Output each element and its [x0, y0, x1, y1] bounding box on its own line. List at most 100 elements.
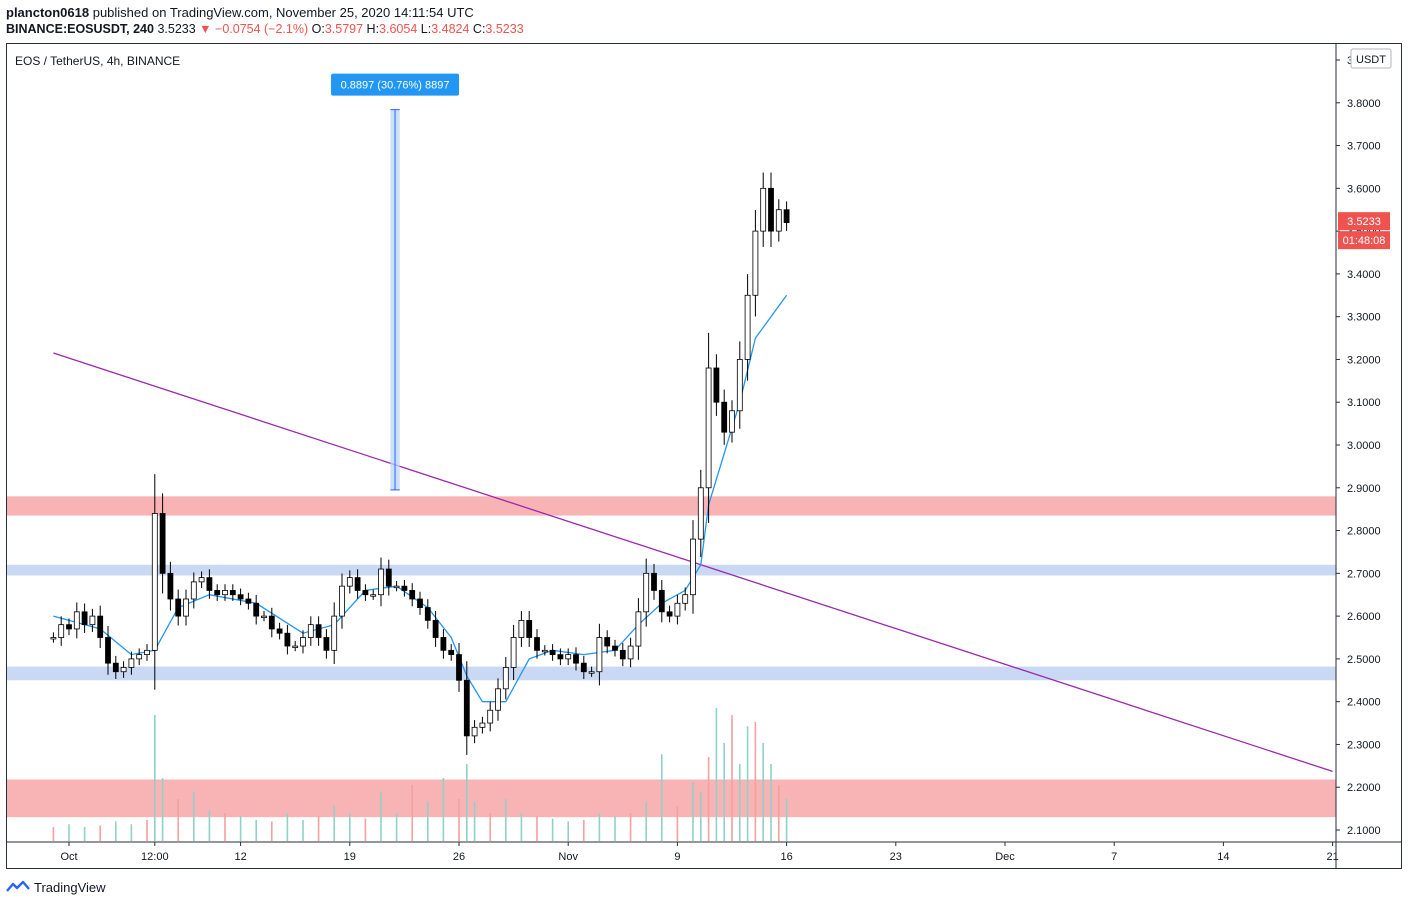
- volume-bar: [255, 820, 257, 841]
- candle-body: [736, 359, 743, 412]
- volume-bar: [239, 815, 242, 841]
- y-tick-label: 3.1000: [1347, 397, 1381, 409]
- high-value: 3.6054: [379, 22, 418, 36]
- candle-body: [378, 568, 384, 596]
- candle-body: [432, 619, 439, 638]
- zone-1: [7, 564, 1336, 576]
- open-label: O:: [311, 22, 325, 36]
- y-tick-label: 3.7000: [1347, 141, 1381, 153]
- candle-body: [229, 590, 236, 596]
- candle-body: [775, 209, 782, 232]
- candle-body: [651, 572, 657, 591]
- candle-body: [760, 187, 767, 232]
- candle-body: [167, 572, 174, 600]
- candle-body: [159, 513, 166, 574]
- volume-bar: [193, 792, 195, 841]
- last-price-tag: [1338, 212, 1390, 231]
- volume-bar: [536, 815, 538, 841]
- candle-body: [136, 654, 143, 660]
- candle-body: [354, 577, 361, 591]
- candle-body: [175, 598, 182, 617]
- candle-body: [526, 619, 533, 638]
- y-tick-label: 2.5000: [1347, 654, 1381, 666]
- candle-body: [557, 654, 564, 660]
- candle-body: [50, 637, 57, 640]
- chart-frame[interactable]: 0.8897 (30.76%) 8897 3.90003.80003.70003…: [6, 43, 1402, 869]
- candle-body: [276, 628, 283, 634]
- volume-bar: [520, 813, 523, 841]
- countdown-label: 01:48:08: [1343, 235, 1386, 247]
- last-price-label: 3.5233: [1347, 216, 1381, 228]
- volume-bar: [473, 801, 476, 841]
- candle-body: [237, 594, 244, 600]
- volume-bar: [785, 799, 788, 841]
- candle-body: [300, 637, 306, 647]
- candle-body: [768, 187, 774, 232]
- ohlc-legend: BINANCE:EOSUSDT, 240 3.5233 ▼ −0.0754 (−…: [6, 21, 524, 38]
- x-tick-label: 9: [674, 851, 680, 863]
- close-value: 3.5233: [485, 22, 524, 36]
- x-tick-label: 23: [890, 851, 902, 863]
- volume-bar: [629, 813, 632, 841]
- footer: TradingView: [6, 879, 106, 895]
- candle-body: [440, 637, 447, 651]
- volume-bar: [115, 821, 117, 841]
- candle-body: [424, 607, 431, 621]
- volume-bar: [645, 801, 647, 841]
- author-name[interactable]: plancton0618: [6, 5, 90, 20]
- candle-body: [198, 577, 205, 583]
- volume-bar: [567, 821, 569, 841]
- volume-bar: [754, 722, 757, 841]
- candle-body: [362, 590, 369, 596]
- candle-body: [97, 615, 104, 638]
- candle-body: [744, 294, 751, 360]
- volume-bar: [411, 785, 413, 841]
- volume-bar: [715, 708, 718, 841]
- volume-bar: [778, 785, 780, 841]
- y-tick-label: 2.7000: [1347, 568, 1381, 580]
- x-tick-label: 19: [344, 851, 356, 863]
- candle-body: [292, 645, 299, 648]
- candle-body: [190, 581, 197, 600]
- volume-bar: [349, 813, 351, 841]
- publish-info: plancton0618 published on TradingView.co…: [6, 4, 524, 21]
- y-tick-label: 3.3000: [1347, 312, 1381, 324]
- volume-bar: [52, 827, 55, 841]
- candle-body: [518, 619, 525, 638]
- candle-body: [323, 637, 330, 651]
- candle-body: [549, 649, 556, 656]
- x-tick-label: Oct: [60, 851, 77, 863]
- candle-body: [612, 645, 618, 651]
- volume-bar: [739, 764, 741, 841]
- candle-body: [346, 577, 353, 587]
- volume-bar: [83, 827, 86, 841]
- volume-bar: [614, 815, 616, 841]
- candle-body: [479, 722, 486, 728]
- candle-body: [268, 615, 275, 630]
- volume-bar: [692, 782, 694, 841]
- candle-body: [151, 513, 158, 651]
- measure-label-box: [331, 73, 460, 96]
- footer-brand[interactable]: TradingView: [34, 879, 106, 895]
- currency-badge[interactable]: USDT: [1350, 48, 1392, 69]
- volume-bar: [427, 801, 429, 841]
- x-tick-label: 7: [1111, 851, 1117, 863]
- volume-bar: [505, 799, 507, 841]
- candle-body: [66, 624, 72, 630]
- volume-bar: [130, 824, 133, 841]
- change-value: −0.0754 (−2.1%): [215, 22, 309, 36]
- volume-bar: [154, 715, 156, 841]
- volume-bar: [723, 743, 725, 841]
- zone-2: [7, 666, 1336, 681]
- volume-bar: [551, 818, 554, 841]
- volume-bar: [598, 813, 601, 841]
- volume-bar: [286, 813, 289, 841]
- x-tick-label: 16: [780, 851, 792, 863]
- measure-label: 0.8897 (30.76%) 8897: [341, 80, 450, 92]
- y-tick-label: 3.4000: [1347, 269, 1381, 281]
- volume-bar: [161, 778, 164, 841]
- x-tick-label: 12:00: [141, 851, 169, 863]
- chart-canvas[interactable]: 0.8897 (30.76%) 8897 3.90003.80003.70003…: [7, 44, 1401, 868]
- candle-body: [619, 649, 626, 660]
- zone-3: [7, 779, 1336, 818]
